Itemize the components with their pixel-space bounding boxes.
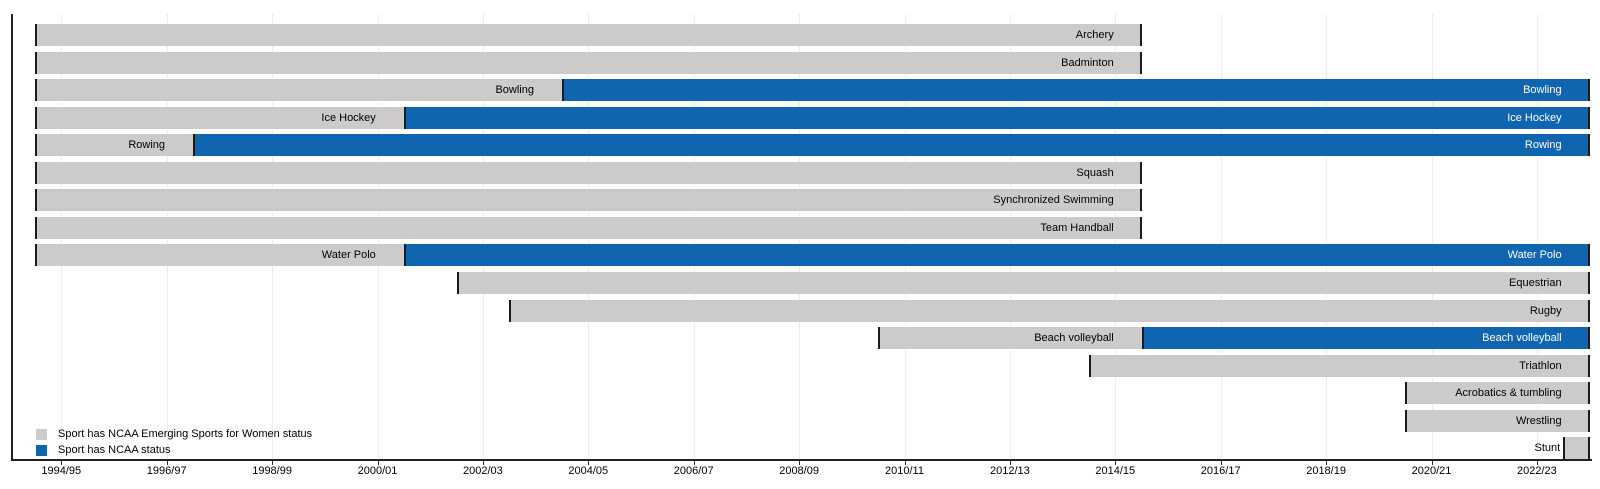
legend-swatch-ncaa-icon [36,444,47,456]
bar-label: Stunt [1534,442,1561,455]
legend: Sport has NCAA Emerging Sports for Women… [36,427,312,459]
bar-label: Water Polo [321,249,376,262]
bar-segment-emerging [34,161,1142,184]
bar-label: Rowing [1524,139,1562,152]
legend-item-ncaa: Sport has NCAA status [36,443,312,457]
x-tick [1536,461,1538,465]
bar-segment-emerging [34,134,193,157]
x-tick-label: 2004/05 [568,465,609,477]
bar-label: Squash [1076,166,1114,179]
bar-label: Rowing [128,139,165,152]
x-tick [377,461,379,465]
bar-segment-ncaa [1141,327,1590,350]
x-tick-label: 2006/07 [673,465,714,477]
bar-segment-ncaa [403,244,1590,267]
bar-segment-emerging [1405,382,1590,405]
x-axis-line [11,459,1592,461]
bar-segment-emerging [34,216,1142,239]
bar-segment-emerging [1405,409,1590,432]
bar-segment-emerging [456,272,1590,294]
gridline [1220,14,1222,459]
x-tick [1115,461,1117,465]
bar-segment-emerging [34,51,1142,74]
x-tick [588,461,590,465]
bar-segment-emerging [34,24,1142,46]
x-tick-label: 1996/97 [146,465,187,477]
x-tick [1009,461,1011,465]
x-tick [693,461,695,465]
bar-label: Bowling [1523,84,1562,97]
x-tick-label: 2002/03 [463,465,503,477]
bar-segment-emerging [34,244,404,267]
bar-label: Triathlon [1519,359,1562,372]
bar-segment-emerging [34,106,404,129]
bar-label: Equestrian [1509,277,1562,289]
bar-segment-emerging [509,299,1590,322]
bar-segment-ncaa [403,106,1590,129]
x-tick [1326,461,1328,465]
x-tick [166,461,168,465]
bar-label: Beach volleyball [1034,332,1114,345]
bar-segment-emerging [1089,354,1590,377]
x-tick-label: 2012/13 [990,465,1030,477]
bar-segment-emerging [34,189,1142,212]
x-tick [1220,461,1222,465]
x-tick-label: 2022/23 [1517,465,1557,477]
y-axis-line [11,14,13,460]
x-tick-label: 2010/11 [885,465,924,477]
x-tick-label: 2018/19 [1306,465,1346,477]
x-tick [482,461,484,465]
bar-segment-emerging [1563,437,1590,460]
bar-label: Team Handball [1040,221,1114,234]
bar-segment-emerging [878,327,1142,350]
x-tick-label: 2014/15 [1095,465,1136,477]
legend-swatch-emerging-icon [36,428,47,440]
bar-label: Rugby [1529,304,1562,317]
bar-segment-ncaa [562,79,1590,102]
x-tick [904,461,906,465]
bar-segment-ncaa [193,134,1590,157]
bar-label: Synchronized Swimming [993,194,1114,207]
bar-label: Archery [1075,29,1114,41]
gridline [1431,14,1433,459]
x-tick-label: 2008/09 [779,465,819,477]
legend-label-ncaa: Sport has NCAA status [58,444,171,456]
legend-item-emerging: Sport has NCAA Emerging Sports for Women… [36,427,312,441]
x-tick-label: 1994/95 [41,465,82,477]
bar-label: Wrestling [1515,414,1562,427]
x-tick-label: 1998/99 [252,465,292,477]
bar-label: Badminton [1061,56,1114,69]
bar-label: Ice Hockey [1507,111,1562,124]
x-tick-label: 2016/17 [1200,465,1241,477]
x-tick [799,461,801,465]
bar-label: Water Polo [1507,249,1562,262]
x-tick [61,461,63,465]
bar-label: Acrobatics & tumbling [1455,387,1562,400]
legend-label-emerging: Sport has NCAA Emerging Sports for Women… [58,428,313,440]
bar-label: Beach volleyball [1482,332,1562,345]
x-tick [272,461,274,465]
bar-label: Ice Hockey [321,111,376,124]
x-tick-label: 2000/01 [357,465,398,477]
gridline [1536,14,1538,459]
gridline [1326,14,1328,459]
bar-segment-emerging [34,79,562,102]
x-tick [1431,461,1433,465]
x-tick-label: 2020/21 [1411,465,1452,477]
bar-label: Bowling [495,84,534,97]
